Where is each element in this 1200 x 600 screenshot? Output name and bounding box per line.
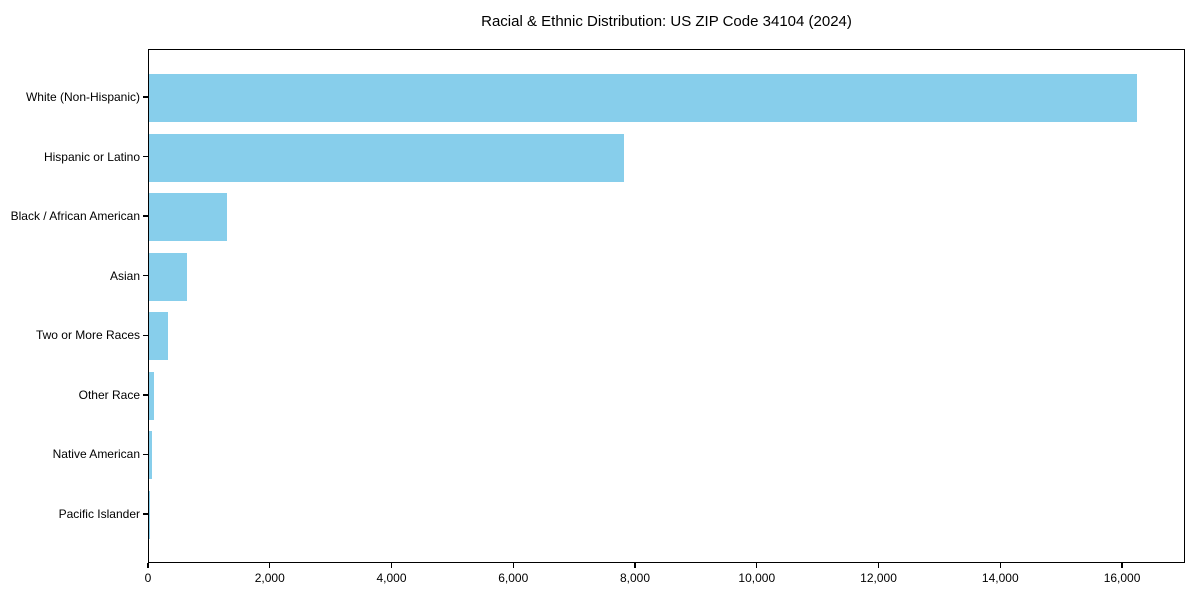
y-tick-label: Black / African American [10,209,140,224]
plot-area [148,49,1185,563]
bar-hispanic-or-latino [149,133,624,182]
x-tick-label: 6,000 [498,571,529,585]
y-tick-label: Hispanic or Latino [43,149,140,164]
y-axis-tick [143,155,148,158]
y-tick-label: Native American [52,447,140,462]
bar-other-race [149,371,154,420]
y-tick-label: White (Non-Hispanic) [25,90,140,104]
y-axis-tick [143,453,148,456]
x-tick-label: 8,000 [620,571,651,585]
x-axis-tick [999,563,1001,568]
y-tick-label: Other Race [78,387,140,402]
x-axis-tick [1121,563,1123,568]
y-axis-tick [143,215,148,217]
x-axis-tick [756,563,758,568]
bar-pacific-islander [149,490,150,539]
y-tick-label: Asian [109,268,140,283]
x-tick-label: 14,000 [981,571,1019,585]
bar-asian [149,252,187,301]
y-axis-tick [143,96,148,98]
x-axis-tick [877,563,880,568]
bar-black-african-american [149,193,227,242]
x-tick-label: 12,000 [860,571,897,585]
x-axis-tick [634,563,636,568]
x-axis-tick [147,563,149,568]
bar-native-american [149,431,153,480]
y-axis-tick [143,394,148,396]
y-axis-tick [143,334,148,336]
y-tick-label: Pacific Islander [58,506,140,521]
x-axis-tick [269,563,271,568]
x-tick-label: 10,000 [738,571,776,585]
bar-two-or-more-races [149,312,168,361]
x-axis-tick [390,563,393,568]
x-tick-label: 16,000 [1103,571,1141,585]
y-axis-tick [143,275,148,277]
x-tick-label: 4,000 [376,571,407,585]
chart-title: Racial & Ethnic Distribution: US ZIP Cod… [481,13,852,30]
x-axis-tick [512,563,514,568]
x-tick-label: 0 [144,571,152,585]
bar-white-non-hispanic [149,74,1138,122]
x-tick-label: 2,000 [254,571,285,585]
y-tick-label: Two or More Races [35,328,140,343]
y-axis-tick [143,513,148,515]
